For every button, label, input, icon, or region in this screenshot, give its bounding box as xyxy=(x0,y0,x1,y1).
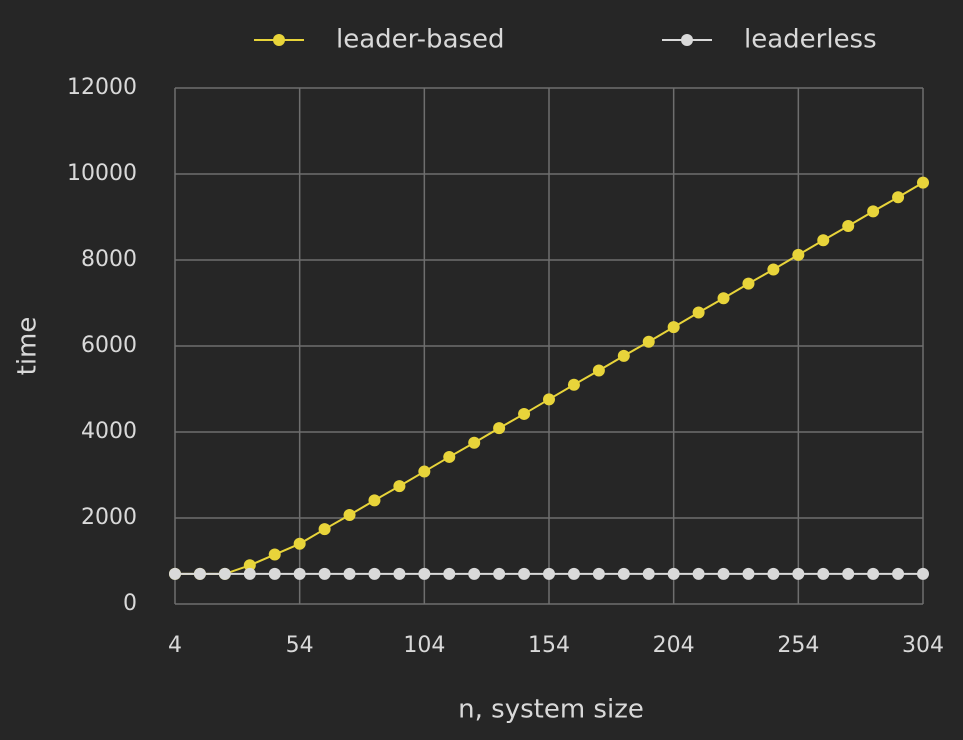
data-point xyxy=(368,494,381,507)
data-point xyxy=(518,567,531,580)
data-point xyxy=(243,559,256,572)
data-point xyxy=(543,567,555,580)
legend-marker xyxy=(681,34,693,46)
data-point xyxy=(169,567,181,580)
x-tick-label: 104 xyxy=(403,633,445,658)
data-point xyxy=(817,567,830,580)
data-point xyxy=(468,436,481,449)
data-point xyxy=(343,508,356,521)
legend-label: leaderless xyxy=(744,25,877,55)
data-point xyxy=(518,407,531,420)
data-point xyxy=(418,567,431,580)
x-tick-label: 254 xyxy=(777,633,819,658)
data-point xyxy=(443,567,456,580)
legend-marker xyxy=(273,34,285,46)
data-point xyxy=(692,306,705,319)
y-tick-label: 6000 xyxy=(81,333,137,358)
data-point xyxy=(243,567,256,580)
data-point xyxy=(792,248,805,261)
data-point xyxy=(767,567,780,580)
data-point xyxy=(717,567,730,580)
y-tick-label: 2000 xyxy=(81,505,137,530)
data-point xyxy=(917,176,929,189)
y-tick-label: 10000 xyxy=(67,161,137,186)
data-point xyxy=(617,567,630,580)
data-point xyxy=(268,567,281,580)
data-point xyxy=(268,548,281,561)
data-point xyxy=(917,567,929,580)
data-point xyxy=(318,523,331,536)
x-tick-label: 154 xyxy=(528,633,570,658)
data-point xyxy=(543,393,555,406)
data-point xyxy=(368,567,381,580)
data-point xyxy=(742,277,755,290)
x-tick-label: 4 xyxy=(168,633,182,658)
data-point xyxy=(218,567,231,580)
data-point xyxy=(892,191,905,204)
data-point xyxy=(642,567,655,580)
data-point xyxy=(443,450,456,463)
data-point xyxy=(567,378,580,391)
data-point xyxy=(418,465,431,478)
data-point xyxy=(742,567,755,580)
data-point xyxy=(892,567,905,580)
data-point xyxy=(667,321,680,334)
y-axis-label: time xyxy=(13,317,43,376)
data-point xyxy=(842,220,855,233)
data-point xyxy=(642,335,655,348)
data-point xyxy=(468,567,481,580)
y-tick-label: 12000 xyxy=(67,75,137,100)
data-point xyxy=(792,567,805,580)
data-point xyxy=(692,567,705,580)
x-tick-label: 304 xyxy=(902,633,944,658)
data-point xyxy=(193,567,206,580)
data-point xyxy=(617,349,630,362)
y-tick-label: 0 xyxy=(123,591,137,616)
x-tick-label: 204 xyxy=(653,633,695,658)
data-point xyxy=(293,567,306,580)
data-point xyxy=(493,422,506,435)
data-point xyxy=(667,567,680,580)
data-point xyxy=(393,480,406,493)
data-point xyxy=(867,205,880,218)
data-point xyxy=(393,567,406,580)
legend-label: leader-based xyxy=(336,25,505,55)
y-tick-label: 8000 xyxy=(81,247,137,272)
x-tick-label: 54 xyxy=(286,633,314,658)
data-point xyxy=(567,567,580,580)
data-point xyxy=(817,234,830,247)
data-point xyxy=(842,567,855,580)
y-tick-label: 4000 xyxy=(81,419,137,444)
data-point xyxy=(592,567,605,580)
data-point xyxy=(343,567,356,580)
data-point xyxy=(767,263,780,276)
data-point xyxy=(318,567,331,580)
data-point xyxy=(592,364,605,377)
data-point xyxy=(493,567,506,580)
x-axis-label: n, system size xyxy=(458,695,644,725)
data-point xyxy=(867,567,880,580)
data-point xyxy=(293,537,306,550)
data-point xyxy=(717,292,730,305)
